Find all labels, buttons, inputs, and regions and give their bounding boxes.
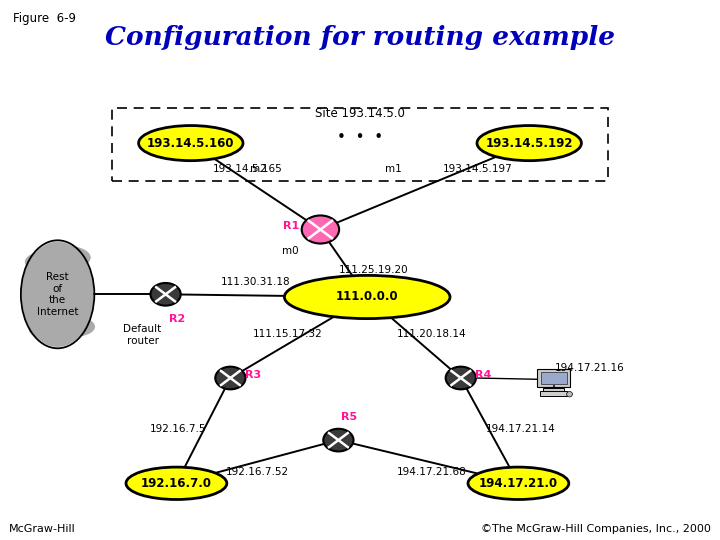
Text: 192.16.7.0: 192.16.7.0: [141, 477, 212, 490]
Text: Rest
of
the
Internet: Rest of the Internet: [37, 272, 78, 316]
Ellipse shape: [24, 252, 65, 272]
Text: •  •  •: • • •: [337, 130, 383, 145]
Text: 111.15.17.32: 111.15.17.32: [253, 329, 323, 339]
Ellipse shape: [29, 320, 65, 339]
Ellipse shape: [139, 126, 243, 161]
Text: McGraw-Hill: McGraw-Hill: [9, 523, 76, 534]
Ellipse shape: [468, 467, 569, 500]
Text: 192.16.7.5: 192.16.7.5: [150, 424, 206, 434]
FancyBboxPatch shape: [537, 369, 570, 387]
Ellipse shape: [477, 126, 582, 161]
FancyBboxPatch shape: [540, 391, 567, 396]
Ellipse shape: [126, 467, 227, 500]
Text: Figure  6-9: Figure 6-9: [13, 12, 76, 25]
Circle shape: [302, 215, 339, 244]
Circle shape: [215, 367, 246, 389]
Text: m1: m1: [385, 164, 402, 174]
Ellipse shape: [22, 241, 94, 347]
FancyBboxPatch shape: [543, 388, 564, 392]
Text: 194.17.21.16: 194.17.21.16: [554, 363, 624, 373]
Text: 193.14.5.165: 193.14.5.165: [212, 164, 282, 174]
Text: Site 193.14.5.0: Site 193.14.5.0: [315, 107, 405, 120]
Text: 193.14.5.192: 193.14.5.192: [485, 137, 573, 150]
Text: 111.25.19.20: 111.25.19.20: [338, 265, 408, 275]
Text: R4: R4: [475, 370, 492, 380]
Ellipse shape: [567, 392, 572, 397]
Text: 111.0.0.0: 111.0.0.0: [336, 291, 398, 303]
Text: 194.17.21.0: 194.17.21.0: [479, 477, 558, 490]
Text: Default
router: Default router: [123, 324, 162, 346]
FancyBboxPatch shape: [541, 372, 567, 384]
Text: 192.16.7.52: 192.16.7.52: [226, 467, 289, 477]
Ellipse shape: [284, 275, 450, 319]
Circle shape: [323, 429, 354, 451]
Circle shape: [150, 283, 181, 306]
Ellipse shape: [39, 245, 91, 269]
Text: 111.20.18.14: 111.20.18.14: [397, 329, 467, 339]
Text: 194.17.21.68: 194.17.21.68: [397, 467, 467, 477]
Text: 193.14.5.160: 193.14.5.160: [147, 137, 235, 150]
Text: R3: R3: [245, 370, 261, 380]
Text: 193.14.5.197: 193.14.5.197: [443, 164, 513, 174]
Text: ©The McGraw-Hill Companies, Inc., 2000: ©The McGraw-Hill Companies, Inc., 2000: [482, 523, 711, 534]
Text: Configuration for routing example: Configuration for routing example: [105, 25, 615, 50]
Circle shape: [446, 367, 476, 389]
Text: R1: R1: [282, 221, 299, 231]
Text: R5: R5: [341, 412, 356, 422]
Ellipse shape: [52, 316, 95, 337]
Text: R2: R2: [169, 314, 186, 324]
Text: m0: m0: [282, 246, 299, 256]
Bar: [112, 108, 608, 181]
Text: m2: m2: [250, 164, 266, 174]
Text: 194.17.21.14: 194.17.21.14: [486, 424, 556, 434]
Text: 111.30.31.18: 111.30.31.18: [221, 277, 290, 287]
